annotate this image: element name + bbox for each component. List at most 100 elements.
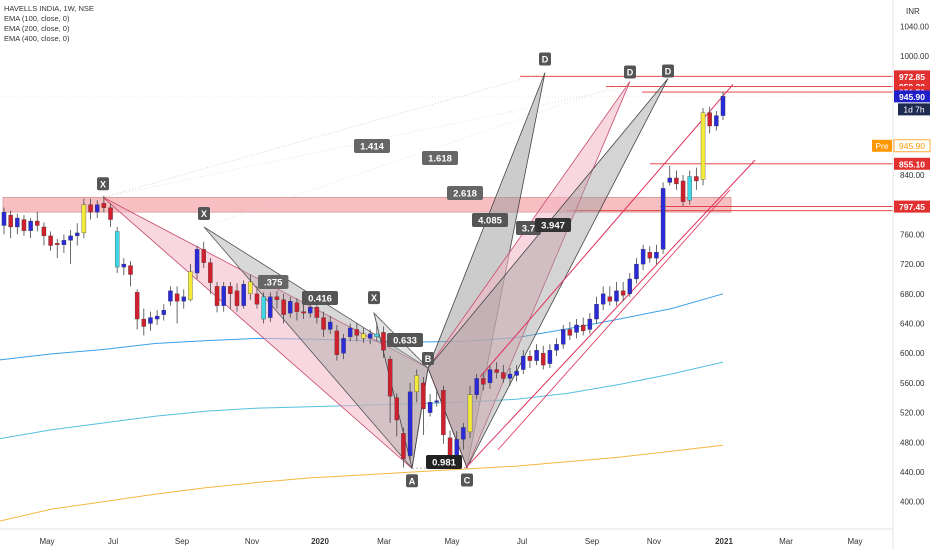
candle[interactable] <box>660 182 666 254</box>
candle[interactable] <box>461 422 466 450</box>
candle[interactable] <box>254 286 260 309</box>
candle[interactable] <box>567 322 573 340</box>
candle[interactable] <box>434 388 439 407</box>
candle[interactable] <box>580 317 586 336</box>
candle[interactable] <box>268 292 273 323</box>
candle[interactable] <box>634 258 639 284</box>
candle[interactable] <box>327 316 333 334</box>
candle[interactable] <box>41 222 47 246</box>
candle[interactable] <box>487 365 493 389</box>
candle[interactable] <box>114 226 120 274</box>
candle[interactable] <box>341 333 346 360</box>
candle[interactable] <box>8 210 13 239</box>
candle[interactable] <box>574 319 579 339</box>
candle[interactable] <box>374 323 380 342</box>
candle[interactable] <box>401 427 406 468</box>
candle[interactable] <box>134 289 140 330</box>
candle[interactable] <box>414 369 419 403</box>
candle[interactable] <box>347 323 353 342</box>
candle[interactable] <box>547 344 553 369</box>
candle[interactable] <box>680 175 686 207</box>
candle[interactable] <box>274 290 280 309</box>
candle[interactable] <box>161 304 166 321</box>
candle[interactable] <box>367 329 373 345</box>
candle[interactable] <box>594 296 599 324</box>
candle[interactable] <box>481 372 486 391</box>
candle[interactable] <box>214 281 220 313</box>
channel-upper-line[interactable] <box>479 84 734 378</box>
candle[interactable] <box>28 218 33 239</box>
ratio-label[interactable]: 3.7 <box>516 221 541 235</box>
candle[interactable] <box>128 261 133 287</box>
candle[interactable] <box>55 238 60 259</box>
ratio-label[interactable]: 2.618 <box>447 186 483 200</box>
candle[interactable] <box>687 170 692 205</box>
ratio-label[interactable]: .375 <box>258 275 289 289</box>
candle[interactable] <box>421 376 426 435</box>
candle[interactable] <box>407 382 413 461</box>
candle[interactable] <box>394 393 400 437</box>
candle[interactable] <box>288 296 293 318</box>
candle[interactable] <box>61 234 67 253</box>
candle[interactable] <box>1 207 7 235</box>
candle[interactable] <box>281 293 286 324</box>
candle[interactable] <box>321 311 326 337</box>
candle[interactable] <box>174 286 180 324</box>
pattern-point-c[interactable]: C <box>461 473 473 487</box>
candle[interactable] <box>154 310 160 325</box>
pattern-point-x[interactable]: X <box>368 291 380 305</box>
pattern-point-b[interactable]: B <box>422 352 434 366</box>
candle[interactable] <box>241 280 246 309</box>
channel-lower-line[interactable] <box>465 159 756 468</box>
candle[interactable] <box>427 394 433 417</box>
channel-mid-line[interactable] <box>497 189 731 450</box>
candle[interactable] <box>308 302 313 318</box>
candle[interactable] <box>294 298 300 321</box>
candle[interactable] <box>168 286 173 306</box>
candle[interactable] <box>68 229 73 265</box>
ratio-label[interactable]: 0.416 <box>302 291 338 305</box>
indicator-ema100[interactable]: EMA (100, close, 0) <box>4 14 70 23</box>
candle[interactable] <box>667 166 672 186</box>
candle[interactable] <box>21 215 27 236</box>
candle[interactable] <box>514 365 519 382</box>
candle[interactable] <box>194 245 200 279</box>
candle[interactable] <box>248 274 253 300</box>
candle[interactable] <box>301 304 306 320</box>
pattern-point-x[interactable]: X <box>97 177 109 191</box>
candle[interactable] <box>201 241 206 268</box>
candle[interactable] <box>501 365 506 383</box>
candle[interactable] <box>654 244 659 265</box>
candle[interactable] <box>221 281 226 312</box>
candle[interactable] <box>261 292 266 324</box>
candle[interactable] <box>48 231 53 251</box>
pattern-point-d[interactable]: D <box>624 65 636 79</box>
candle[interactable] <box>620 281 626 302</box>
pattern-point-a[interactable]: A <box>406 474 418 488</box>
candle[interactable] <box>181 289 186 309</box>
candle[interactable] <box>15 213 20 235</box>
candle[interactable] <box>561 324 566 349</box>
candle[interactable] <box>534 344 539 366</box>
candle[interactable] <box>387 356 393 423</box>
ratio-label[interactable]: 1.618 <box>422 151 458 165</box>
ratio-label[interactable]: 4.085 <box>472 213 508 227</box>
candle[interactable] <box>527 350 533 369</box>
candle[interactable] <box>228 281 233 309</box>
candle[interactable] <box>334 324 340 361</box>
candle[interactable] <box>521 350 526 374</box>
candle[interactable] <box>35 212 40 232</box>
candle[interactable] <box>188 264 193 302</box>
candle[interactable] <box>75 223 80 246</box>
candle[interactable] <box>88 198 93 220</box>
price-tag[interactable]: 797.45 <box>894 200 930 213</box>
candle[interactable] <box>148 311 153 331</box>
candle[interactable] <box>541 345 546 370</box>
candle[interactable] <box>441 385 446 444</box>
candle[interactable] <box>354 323 360 342</box>
pattern-point-d[interactable]: D <box>662 64 674 78</box>
candle[interactable] <box>614 281 619 306</box>
candle[interactable] <box>507 368 513 386</box>
candle[interactable] <box>108 203 113 227</box>
